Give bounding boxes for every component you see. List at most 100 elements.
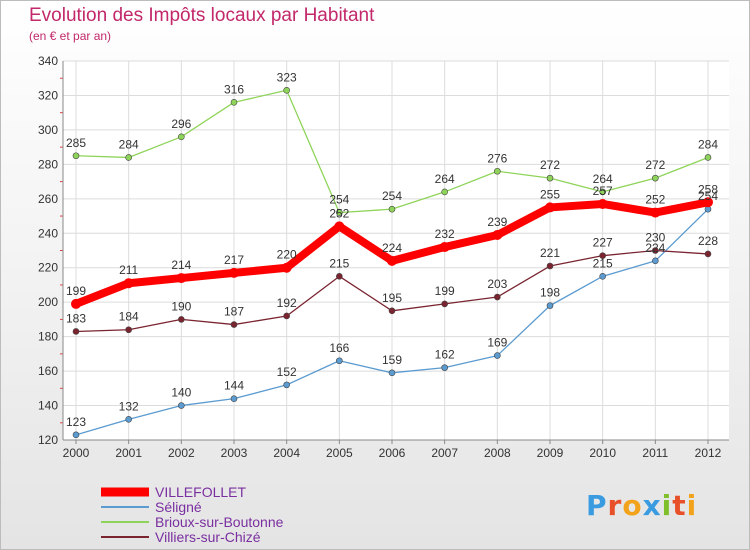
data-label: 272 — [540, 158, 560, 172]
data-label: 252 — [329, 206, 349, 220]
data-label: 258 — [698, 182, 718, 196]
data-point — [599, 252, 606, 259]
data-label: 140 — [171, 386, 191, 400]
data-point — [441, 300, 448, 308]
data-label: 187 — [224, 305, 244, 319]
data-label: 257 — [593, 184, 613, 198]
x-tick-label: 2004 — [273, 446, 300, 460]
data-label: 272 — [645, 158, 665, 172]
data-label: 228 — [698, 234, 718, 248]
data-label: 159 — [382, 353, 402, 367]
data-point — [494, 167, 501, 175]
data-label: 162 — [435, 348, 455, 362]
x-tick-label: 2001 — [115, 446, 142, 460]
data-point — [178, 402, 185, 409]
data-label: 144 — [224, 379, 244, 393]
data-label: 214 — [171, 258, 191, 272]
logo-letter: P — [586, 489, 608, 522]
y-tick-label: 300 — [38, 123, 58, 137]
data-label: 224 — [645, 241, 665, 255]
data-label: 284 — [698, 137, 718, 151]
data-label: 184 — [119, 310, 139, 324]
data-label: 215 — [329, 256, 349, 270]
x-tick-label: 2006 — [379, 446, 406, 460]
data-label: 276 — [487, 151, 507, 165]
legend-label: Villiers-sur-Chizé — [155, 529, 261, 545]
y-tick-label: 220 — [38, 261, 58, 275]
y-tick-label: 260 — [38, 192, 58, 206]
data-point — [546, 174, 554, 182]
data-point — [229, 267, 239, 278]
logo-letter: r — [607, 489, 623, 522]
x-tick-label: 2008 — [484, 446, 511, 460]
y-tick-label: 280 — [38, 157, 58, 171]
data-label: 255 — [540, 187, 560, 201]
data-point — [283, 312, 290, 320]
data-point — [334, 221, 345, 232]
y-tick-label: 180 — [38, 330, 58, 344]
data-label: 166 — [329, 341, 349, 355]
y-tick-label: 160 — [38, 364, 58, 378]
logo-letter: i — [661, 489, 673, 522]
data-point — [230, 395, 238, 402]
data-point — [546, 302, 554, 309]
data-label: 190 — [171, 299, 191, 313]
proxiti-logo: Proxiti — [586, 489, 697, 522]
data-point — [652, 247, 659, 254]
data-point — [597, 198, 608, 209]
data-point — [283, 381, 290, 389]
data-label: 217 — [224, 253, 244, 267]
data-label: 254 — [382, 189, 402, 203]
data-label: 192 — [277, 296, 297, 310]
chart-title: Evolution des Impôts locaux par Habitant — [29, 5, 375, 26]
data-label: 198 — [540, 286, 560, 300]
data-point — [230, 321, 238, 328]
y-tick-label: 120 — [38, 433, 58, 447]
data-label: 252 — [645, 193, 665, 207]
x-tick-label: 2010 — [589, 446, 616, 460]
x-tick-label: 2005 — [326, 446, 353, 460]
data-point — [281, 262, 292, 273]
data-point — [704, 250, 712, 258]
data-label: 264 — [593, 172, 613, 186]
data-label: 152 — [277, 365, 297, 379]
data-point — [441, 364, 448, 371]
data-point — [178, 133, 185, 141]
data-point — [441, 188, 448, 196]
data-label: 230 — [645, 231, 665, 245]
data-point — [703, 197, 713, 208]
chart-subtitle: (en € et par an) — [29, 29, 112, 43]
data-label: 169 — [487, 336, 507, 350]
x-tick-label: 2000 — [63, 446, 90, 460]
y-tick-label: 140 — [38, 399, 58, 413]
data-point — [387, 255, 397, 266]
logo-letter: x — [642, 489, 662, 522]
data-label: 239 — [487, 215, 507, 229]
data-point — [176, 273, 187, 284]
data-point — [650, 207, 661, 218]
data-point — [652, 257, 659, 265]
y-tick-label: 200 — [38, 295, 58, 309]
data-point — [599, 273, 606, 280]
data-label: 203 — [487, 277, 507, 291]
data-point — [494, 352, 501, 359]
data-label: 183 — [66, 311, 86, 325]
data-label: 284 — [119, 137, 139, 151]
data-point — [388, 205, 396, 213]
data-label: 220 — [277, 248, 297, 262]
data-point — [178, 316, 185, 323]
data-point — [71, 298, 81, 309]
data-point — [652, 174, 659, 182]
y-tick-label: 340 — [38, 54, 58, 68]
data-point — [72, 328, 80, 335]
data-point — [125, 154, 132, 161]
data-label: 123 — [66, 415, 86, 429]
logo-letter: i — [686, 489, 698, 522]
data-label: 195 — [382, 291, 402, 305]
legend-label: Séligné — [155, 499, 202, 515]
data-point — [72, 152, 80, 160]
data-point — [388, 369, 396, 377]
data-point — [125, 416, 132, 423]
